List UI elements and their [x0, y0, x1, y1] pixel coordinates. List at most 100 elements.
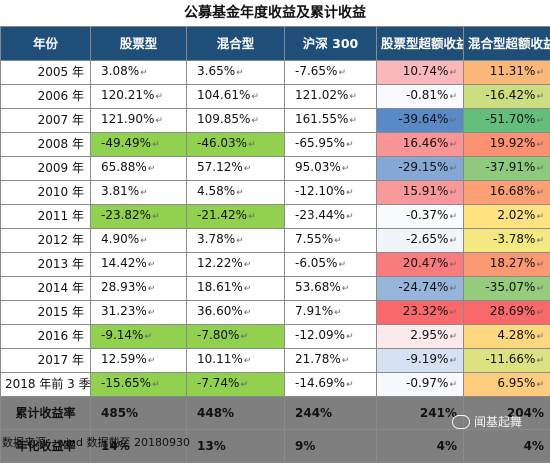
mixed-cell: 10.11% — [187, 349, 285, 373]
table-row: 2016 年-9.14%-7.80% -12.09% 2.95% 4.28% — [1, 325, 550, 349]
cell-value: -65.95% — [295, 136, 354, 150]
mixed-excess-cell: 28.69% — [464, 301, 550, 325]
stock-excess-cell: 15.91% — [377, 181, 464, 205]
table-row: 2015 年31.23%36.60%7.91%23.32%28.69% — [1, 301, 550, 325]
stock-cell: -23.82% — [91, 205, 187, 229]
hs300-cell: 121.02% — [285, 85, 377, 109]
cell-value: 12.22% — [197, 256, 251, 270]
hs300-cell: -65.95% — [285, 133, 377, 157]
mixed-cell: 104.61% — [187, 85, 285, 109]
summary-stock-excess-cell: 241% — [377, 397, 464, 430]
table-body: 2005 年3.08%3.65%-7.65%10.74%11.31%2006 年… — [1, 61, 550, 463]
cell-value: 16.68% — [490, 184, 544, 198]
stock-excess-cell: -0.81% — [377, 85, 464, 109]
cell-value: 65.88% — [101, 160, 155, 174]
cell-value: 109.85% — [197, 112, 259, 126]
header-stock-excess: 股票型超额收益 — [377, 27, 464, 61]
cell-value: 7.91% — [295, 304, 342, 318]
cell-value: 16.46% — [403, 136, 457, 150]
table-row: 2013 年14.42%12.22%-6.05%20.47%18.27% — [1, 253, 550, 277]
mixed-excess-cell: -3.78% — [464, 229, 550, 253]
hs300-cell: -6.05% — [285, 253, 377, 277]
hs300-cell: 95.03% — [285, 157, 377, 181]
stock-excess-cell: -29.15% — [377, 157, 464, 181]
summary-label: 累计收益率 — [1, 397, 91, 430]
cell-value: -11.66% — [485, 352, 544, 366]
table-row: 2008 年-49.49%-46.03%-65.95%16.46%19.92% — [1, 133, 550, 157]
returns-table: 年份 股票型 混合型 沪深 300 股票型超额收益 混合型超额收益 2005 年… — [0, 26, 550, 463]
cell-value: 120.21% — [101, 88, 163, 102]
summary-stock-excess-cell: 4% — [377, 430, 464, 463]
summary-mixed-excess-cell: 4% — [464, 430, 550, 463]
mixed-excess-cell: -16.42% — [464, 85, 550, 109]
watermark: 闻基起舞 — [452, 413, 522, 430]
hs300-cell: -12.09% — [285, 325, 377, 349]
cell-value: 18.27% — [490, 256, 544, 270]
stock-cell: 120.21% — [91, 85, 187, 109]
header-hs300: 沪深 300 — [285, 27, 377, 61]
cell-value: -35.07% — [485, 280, 544, 294]
cell-value: -12.10% — [295, 184, 354, 198]
year-cell: 2011 年 — [1, 205, 91, 229]
cell-value: -46.03% — [197, 136, 256, 150]
table-row: 2017 年12.59%10.11%21.78%-9.19%-11.66% — [1, 349, 550, 373]
mixed-cell: 109.85% — [187, 109, 285, 133]
mixed-cell: -46.03% — [187, 133, 285, 157]
header-row: 年份 股票型 混合型 沪深 300 股票型超额收益 混合型超额收益 — [1, 27, 550, 61]
cell-value: 11.31% — [490, 64, 544, 78]
year-cell: 2005 年 — [1, 61, 91, 85]
year-cell: 2013 年 — [1, 253, 91, 277]
cell-value: -21.42% — [197, 208, 256, 222]
mixed-excess-cell: -35.07% — [464, 277, 550, 301]
stock-cell: -9.14% — [91, 325, 187, 349]
cell-value: 15.91% — [403, 184, 457, 198]
stock-cell: 3.81% — [91, 181, 187, 205]
cell-value: 21.78% — [295, 352, 349, 366]
cell-value: -29.15% — [398, 160, 457, 174]
cell-value: -0.37% — [406, 208, 457, 222]
cell-value: 12.59% — [101, 352, 155, 366]
cell-value: -0.81% — [406, 88, 457, 102]
cell-value: 23.32% — [403, 304, 457, 318]
hs300-cell: -23.44% — [285, 205, 377, 229]
year-cell: 2006 年 — [1, 85, 91, 109]
table-row: 2010 年3.81%4.58%-12.10%15.91%16.68% — [1, 181, 550, 205]
mixed-cell: 57.12% — [187, 157, 285, 181]
year-cell: 2018 年前 3 季 — [1, 373, 91, 397]
cell-value: 18.61% — [197, 280, 251, 294]
mixed-excess-cell: 4.28% — [464, 325, 550, 349]
table-row: 2018 年前 3 季-15.65%-7.74%-14.69%-0.97%6.9… — [1, 373, 550, 397]
mixed-cell: 18.61% — [187, 277, 285, 301]
stock-excess-cell: -24.74% — [377, 277, 464, 301]
cell-value: -12.09% — [295, 328, 354, 342]
cell-value: -23.82% — [101, 208, 160, 222]
mixed-excess-cell: -11.66% — [464, 349, 550, 373]
cell-value: -3.78% — [493, 232, 544, 246]
cell-value: -37.91% — [485, 160, 544, 174]
mixed-cell: 3.78% — [187, 229, 285, 253]
year-cell: 2014 年 — [1, 277, 91, 301]
mixed-cell: -7.80% — [187, 325, 285, 349]
wechat-icon — [452, 415, 470, 429]
cell-value: 3.65% — [197, 64, 244, 78]
stock-excess-cell: 10.74% — [377, 61, 464, 85]
cell-value: -16.42% — [485, 88, 544, 102]
year-cell: 2009 年 — [1, 157, 91, 181]
cell-value: 7.55% — [295, 232, 342, 246]
cell-value: 2.95% — [410, 328, 457, 342]
cell-value: -6.05% — [295, 256, 346, 270]
summary-mixed-cell: 448% — [187, 397, 285, 430]
stock-cell: 4.90% — [91, 229, 187, 253]
mixed-cell: -21.42% — [187, 205, 285, 229]
mixed-excess-cell: 18.27% — [464, 253, 550, 277]
cell-value: -39.64% — [398, 112, 457, 126]
stock-excess-cell: -9.19% — [377, 349, 464, 373]
cell-value: 36.60% — [197, 304, 251, 318]
year-cell: 2008 年 — [1, 133, 91, 157]
cell-value: 31.23% — [101, 304, 155, 318]
year-cell: 2016 年 — [1, 325, 91, 349]
cell-value: -24.74% — [398, 280, 457, 294]
summary-mixed-cell: 13% — [187, 430, 285, 463]
cell-value: 3.08% — [101, 64, 148, 78]
cell-value: 10.11% — [197, 352, 251, 366]
